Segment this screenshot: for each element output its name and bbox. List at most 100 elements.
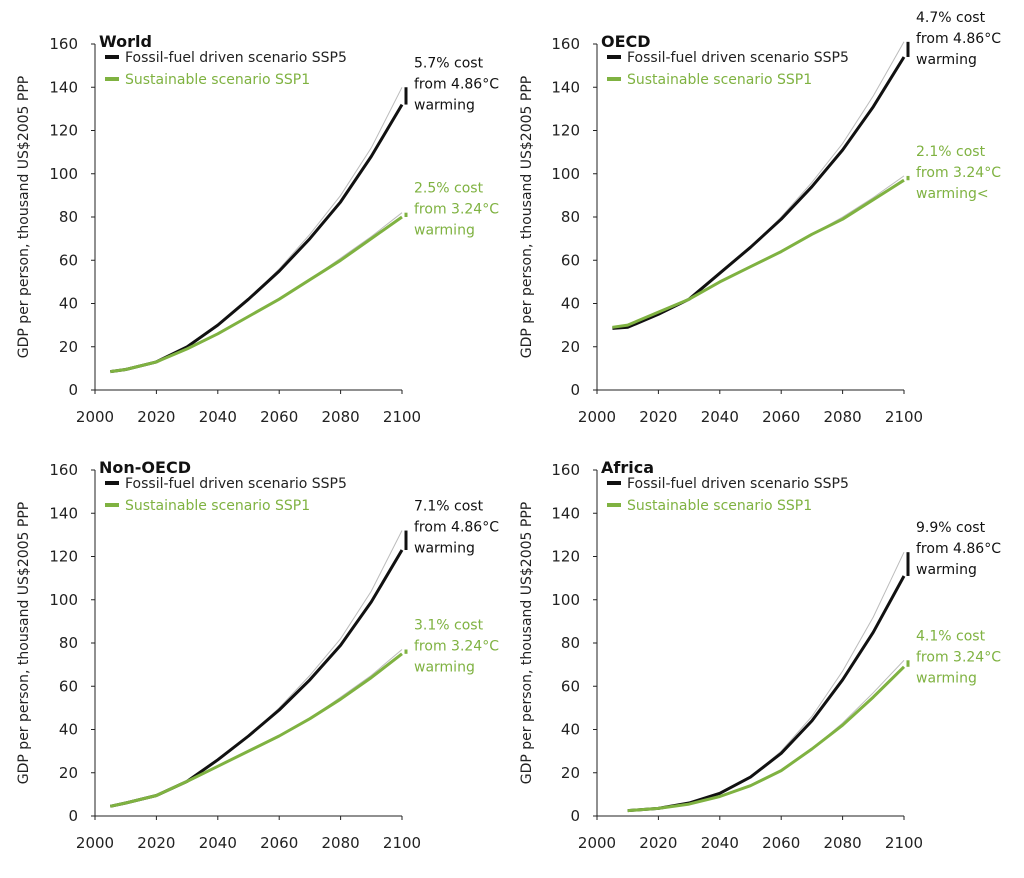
y-tick-label: 80 (561, 634, 580, 652)
x-tick-label: 2060 (260, 834, 298, 852)
y-axis-label: GDP per person, thousand US$2005 PPP (16, 76, 32, 358)
annotation-sustainable: from 3.24°C (916, 649, 1001, 665)
y-tick-label: 100 (49, 165, 78, 183)
x-tick-label: 2020 (639, 834, 677, 852)
annotation-fossil: from 4.86°C (414, 520, 499, 536)
x-tick-label: 2040 (701, 408, 739, 426)
y-tick-label: 60 (59, 251, 78, 269)
annotation-fossil: warming (916, 562, 977, 578)
y-tick-label: 160 (551, 461, 580, 479)
y-tick-label: 120 (49, 548, 78, 566)
x-tick-label: 2080 (824, 834, 862, 852)
legend-label-sustainable: Sustainable scenario SSP1 (627, 72, 812, 88)
y-tick-label: 60 (561, 677, 580, 695)
y-tick-label: 100 (551, 165, 580, 183)
series-line-sustainable (110, 215, 403, 374)
legend-label-sustainable: Sustainable scenario SSP1 (125, 72, 310, 88)
y-tick-label: 0 (68, 807, 78, 825)
x-tick-label: 2020 (137, 408, 175, 426)
y-tick-label: 80 (59, 634, 78, 652)
y-tick-label: 140 (49, 78, 78, 96)
x-tick-label: 2060 (260, 408, 298, 426)
legend-label-fossil: Fossil-fuel driven scenario SSP5 (627, 50, 849, 66)
y-tick-label: 160 (49, 461, 78, 479)
y-tick-label: 80 (561, 208, 580, 226)
x-tick-label: 2100 (885, 834, 923, 852)
annotation-sustainable: warming (916, 670, 977, 686)
x-tick-label: 2080 (824, 408, 862, 426)
annotation-sustainable: 2.5% cost (414, 181, 484, 197)
panel-title: Non-OECD (99, 458, 191, 477)
y-tick-label: 140 (49, 504, 78, 522)
annotation-fossil: 9.9% cost (916, 520, 986, 536)
y-tick-label: 0 (570, 381, 580, 399)
series-line-fossil (612, 56, 906, 330)
annotation-sustainable: 4.1% cost (916, 628, 986, 644)
y-tick-label: 60 (59, 677, 78, 695)
annotation-fossil: warming (414, 541, 475, 557)
legend-label-sustainable: Sustainable scenario SSP1 (125, 498, 310, 514)
y-tick-label: 80 (59, 208, 78, 226)
x-tick-label: 2080 (322, 834, 360, 852)
series-line-sustainable (612, 178, 905, 329)
y-tick-label: 20 (561, 764, 580, 782)
annotation-sustainable: warming< (916, 186, 989, 202)
y-axis-label: GDP per person, thousand US$2005 PPP (16, 502, 32, 784)
panel-title: World (99, 32, 152, 51)
y-tick-label: 40 (561, 721, 580, 739)
annotation-fossil: from 4.86°C (916, 541, 1001, 557)
x-tick-label: 2100 (885, 408, 923, 426)
legend-label-fossil: Fossil-fuel driven scenario SSP5 (125, 50, 347, 66)
series-line-sustainable (109, 652, 403, 808)
x-tick-label: 2020 (137, 834, 175, 852)
y-tick-label: 140 (551, 504, 580, 522)
panel-title: Africa (601, 458, 654, 477)
annotation-fossil: 4.7% cost (916, 10, 986, 26)
y-tick-label: 120 (551, 122, 580, 140)
x-tick-label: 2000 (578, 834, 616, 852)
annotation-sustainable: warming (414, 223, 475, 239)
x-tick-label: 2040 (199, 834, 237, 852)
x-tick-label: 2020 (639, 408, 677, 426)
series-line-fossil (627, 575, 906, 813)
x-tick-label: 2040 (199, 408, 237, 426)
annotation-sustainable: from 3.24°C (414, 202, 499, 218)
x-tick-label: 2080 (322, 408, 360, 426)
y-tick-label: 40 (59, 721, 78, 739)
y-tick-label: 40 (59, 295, 78, 313)
no-damage-line-fossil (627, 551, 905, 812)
series-line-fossil (110, 103, 404, 374)
y-tick-label: 160 (49, 35, 78, 53)
legend-label-fossil: Fossil-fuel driven scenario SSP5 (125, 476, 347, 492)
y-tick-label: 0 (68, 381, 78, 399)
y-tick-label: 20 (59, 338, 78, 356)
no-damage-line-fossil (110, 530, 403, 807)
annotation-fossil: 5.7% cost (414, 55, 484, 71)
series-line-fossil (109, 549, 404, 808)
legend-label-sustainable: Sustainable scenario SSP1 (627, 498, 812, 514)
x-tick-label: 2000 (578, 408, 616, 426)
y-tick-label: 120 (551, 548, 580, 566)
y-tick-label: 20 (59, 764, 78, 782)
no-damage-line-sustainable (612, 175, 905, 328)
annotation-sustainable: 2.1% cost (916, 144, 986, 160)
no-damage-line-sustainable (627, 659, 905, 812)
annotation-sustainable: warming (414, 659, 475, 675)
y-tick-label: 140 (551, 78, 580, 96)
x-tick-label: 2000 (76, 408, 114, 426)
y-tick-label: 120 (49, 122, 78, 140)
legend-label-fossil: Fossil-fuel driven scenario SSP5 (627, 476, 849, 492)
x-tick-label: 2100 (383, 834, 421, 852)
y-tick-label: 20 (561, 338, 580, 356)
y-tick-label: 160 (551, 35, 580, 53)
annotation-fossil: 7.1% cost (414, 499, 484, 515)
x-tick-label: 2000 (76, 834, 114, 852)
y-tick-label: 60 (561, 251, 580, 269)
y-tick-label: 40 (561, 295, 580, 313)
annotation-fossil: warming (916, 52, 977, 68)
x-tick-label: 2100 (383, 408, 421, 426)
